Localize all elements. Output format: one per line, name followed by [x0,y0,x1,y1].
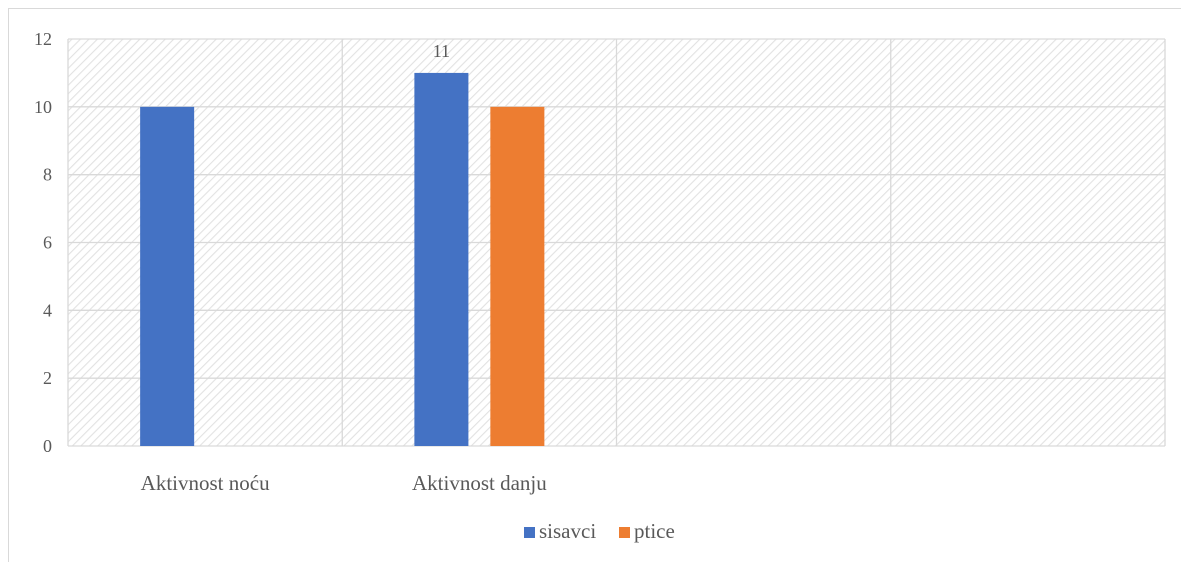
legend: sisavci ptice [524,519,675,543]
bar-sisavci-1 [414,72,469,447]
data-label: 11 [433,41,450,61]
legend-label-sisavci: sisavci [539,519,596,543]
legend-label-ptice: ptice [634,519,675,543]
y-tick-label: 0 [43,436,52,456]
bar-sisavci-0 [140,106,195,446]
y-tick-label: 2 [43,368,52,388]
legend-swatch-ptice [619,527,630,538]
x-axis-tick-labels: Aktivnost noću Aktivnost danju [141,471,548,495]
gridlines [67,38,1166,447]
y-tick-label: 4 [43,300,52,320]
bar-ptice-1 [490,106,545,446]
y-axis-tick-labels: 0 2 4 6 8 10 12 [34,29,52,456]
y-tick-label: 6 [43,233,52,253]
y-tick-label: 8 [43,165,52,185]
y-tick-label: 12 [34,29,52,49]
bars [140,72,545,447]
x-tick-label: Aktivnost danju [412,471,547,495]
data-labels: 11 [433,41,450,61]
y-tick-label: 10 [34,97,52,117]
legend-swatch-sisavci [524,527,535,538]
x-tick-label: Aktivnost noću [141,471,270,495]
